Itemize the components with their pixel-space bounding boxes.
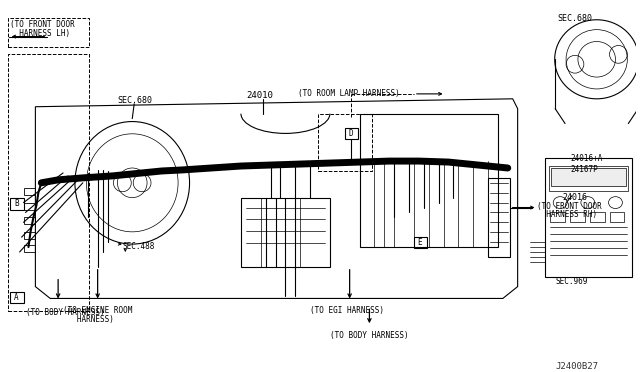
Text: (TO FRONT DOOR: (TO FRONT DOOR (10, 20, 74, 29)
Bar (241, 198, 330, 267)
Bar (551, 168, 627, 186)
Bar (609, 212, 625, 222)
Text: SEC.488: SEC.488 (122, 242, 155, 251)
Text: SEC.969: SEC.969 (555, 277, 588, 286)
Bar (545, 158, 632, 277)
Bar (550, 212, 565, 222)
Text: J2400B27: J2400B27 (555, 362, 598, 371)
Bar (414, 237, 427, 248)
Text: HARNESS LH): HARNESS LH) (10, 29, 70, 38)
Text: (TO ROOM LAMP HARNESS): (TO ROOM LAMP HARNESS) (298, 89, 400, 98)
Bar (24, 188, 35, 195)
Bar (8, 54, 89, 311)
Bar (24, 245, 35, 252)
Text: HARNESS RH): HARNESS RH) (538, 211, 598, 219)
Text: SEC.680: SEC.680 (117, 96, 152, 105)
Bar (10, 292, 24, 304)
Bar (345, 128, 358, 140)
Text: SEC.680: SEC.680 (557, 14, 592, 23)
Text: 24016: 24016 (562, 193, 587, 202)
Text: E: E (417, 238, 422, 247)
Bar (590, 212, 605, 222)
Text: (TO ENGINE ROOM: (TO ENGINE ROOM (63, 307, 132, 315)
Text: 24167P: 24167P (570, 165, 598, 174)
Text: 24016+A: 24016+A (570, 154, 602, 163)
Bar (24, 232, 35, 239)
Text: 24010: 24010 (246, 91, 273, 100)
Text: (TO FRONT DOOR: (TO FRONT DOOR (538, 202, 602, 211)
Text: HARNESS): HARNESS) (63, 315, 114, 324)
Bar (318, 113, 372, 171)
Bar (360, 113, 498, 247)
Bar (8, 18, 89, 48)
Text: B: B (14, 199, 19, 208)
Bar (10, 198, 24, 209)
Text: D: D (348, 129, 353, 138)
Text: A: A (14, 292, 19, 302)
Text: (TO EGI HARNESS): (TO EGI HARNESS) (310, 307, 384, 315)
Bar (24, 217, 35, 224)
Bar (24, 203, 35, 209)
Bar (570, 212, 585, 222)
Text: (TO BODY HARNESS): (TO BODY HARNESS) (330, 331, 408, 340)
Bar (488, 178, 509, 257)
Text: (TO BODY HARNESS): (TO BODY HARNESS) (26, 308, 104, 317)
Bar (549, 166, 628, 191)
